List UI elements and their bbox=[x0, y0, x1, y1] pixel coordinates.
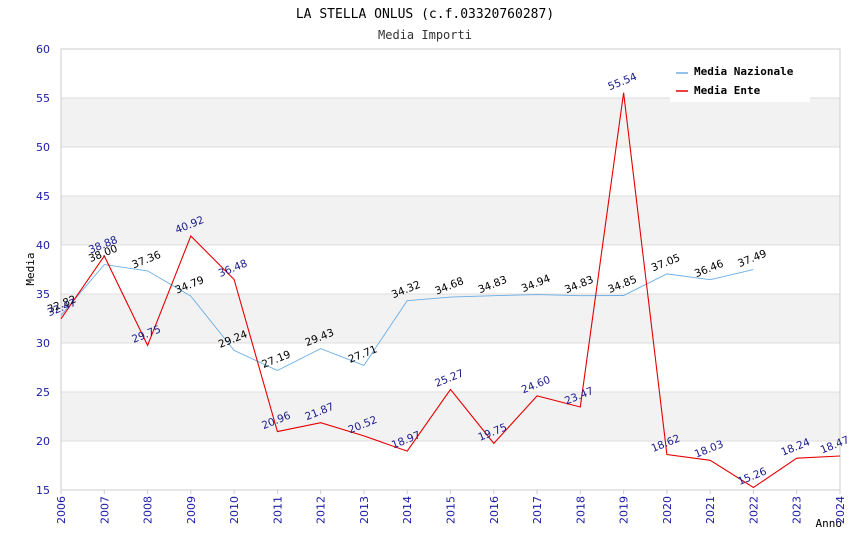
grid-band bbox=[61, 343, 840, 392]
legend: Media Nazionale Media Ente bbox=[670, 60, 810, 102]
y-tick-label: 55 bbox=[36, 92, 50, 105]
y-tick-label: 35 bbox=[36, 288, 50, 301]
x-tick-label: 2014 bbox=[401, 496, 414, 524]
x-tick-label: 2021 bbox=[704, 496, 717, 524]
y-axis-ticks: 15 20 25 30 35 40 45 50 55 60 bbox=[36, 43, 50, 497]
y-tick-label: 30 bbox=[36, 337, 50, 350]
series-line-media-ente bbox=[60, 92, 841, 489]
x-axis-ticks: 2006 2007 2008 2009 2010 2011 2012 2013 2014 2015… bbox=[55, 490, 847, 524]
grid-band bbox=[61, 441, 840, 490]
x-tick-label: 2010 bbox=[228, 496, 241, 524]
x-tick-label: 2011 bbox=[271, 496, 284, 524]
x-tick-label: 2006 bbox=[55, 496, 68, 524]
x-axis-label: Anno bbox=[816, 517, 843, 530]
grid-bands bbox=[61, 49, 840, 490]
y-tick-label: 40 bbox=[36, 239, 50, 252]
series-lines bbox=[60, 92, 841, 489]
y-tick-label: 60 bbox=[36, 43, 50, 56]
legend-label-media-nazionale: Media Nazionale bbox=[694, 65, 794, 78]
x-tick-label: 2012 bbox=[315, 496, 328, 524]
y-tick-label: 20 bbox=[36, 435, 50, 448]
grid-band bbox=[61, 245, 840, 294]
grid-band bbox=[61, 147, 840, 196]
x-tick-label: 2018 bbox=[574, 496, 587, 524]
y-tick-label: 50 bbox=[36, 141, 50, 154]
x-tick-label: 2020 bbox=[661, 496, 674, 524]
grid-band bbox=[61, 294, 840, 343]
x-tick-label: 2013 bbox=[358, 496, 371, 524]
grid-band bbox=[61, 196, 840, 245]
series-line-media-nazionale bbox=[60, 264, 754, 372]
x-tick-label: 2019 bbox=[618, 496, 631, 524]
y-tick-label: 15 bbox=[36, 484, 50, 497]
x-tick-label: 2015 bbox=[445, 496, 458, 524]
y-tick-label: 25 bbox=[36, 386, 50, 399]
x-tick-label: 2008 bbox=[142, 496, 155, 524]
chart-title: LA STELLA ONLUS (c.f.03320760287) bbox=[296, 7, 554, 22]
grid-band bbox=[61, 98, 840, 147]
x-tick-label: 2016 bbox=[488, 496, 501, 524]
y-axis-label: Media bbox=[24, 252, 37, 285]
chart-subtitle: Media Importi bbox=[378, 28, 472, 42]
x-tick-label: 2023 bbox=[791, 496, 804, 524]
legend-label-media-ente: Media Ente bbox=[694, 84, 761, 97]
legend-box bbox=[670, 60, 810, 102]
x-tick-label: 2024 bbox=[834, 496, 847, 524]
grid-band bbox=[61, 392, 840, 441]
x-tick-label: 2017 bbox=[531, 496, 544, 524]
y-tick-label: 45 bbox=[36, 190, 50, 203]
x-tick-label: 2007 bbox=[98, 496, 111, 524]
x-tick-label: 2022 bbox=[747, 496, 760, 524]
x-tick-label: 2009 bbox=[185, 496, 198, 524]
